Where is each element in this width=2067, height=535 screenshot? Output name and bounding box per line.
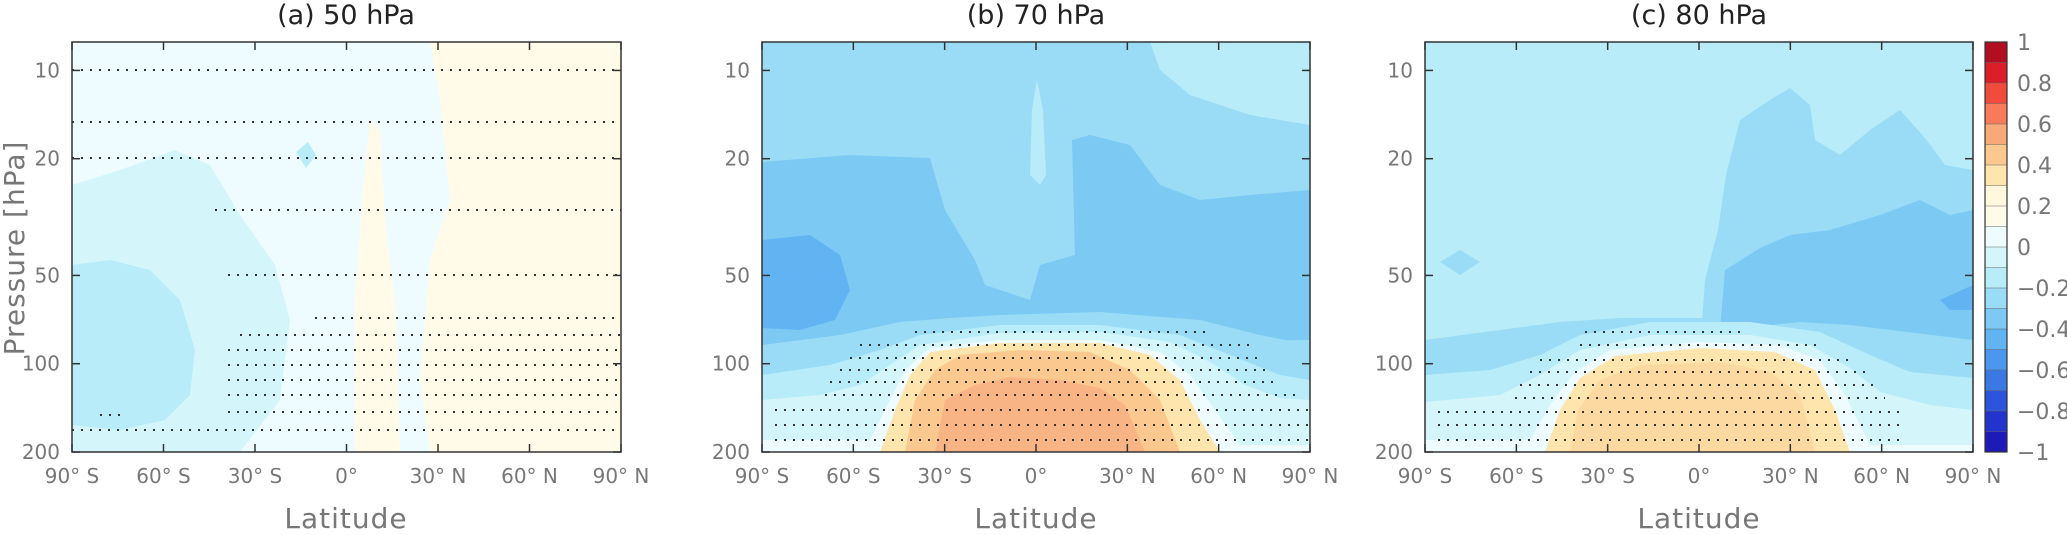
- colorbar-swatch-8: [1985, 206, 2007, 227]
- x-tick-label-c-1: 60° S: [1489, 464, 1544, 488]
- panel-c-title: (c) 80 hPa: [1631, 0, 1767, 31]
- y-tick-label-b-4: 200: [712, 440, 750, 464]
- x-tick-label-b-0: 90° S: [735, 464, 790, 488]
- panel-c-stippling: [1438, 331, 1900, 441]
- y-tick-label-b-0: 10: [725, 58, 750, 82]
- x-tick-label-c-3: 0°: [1688, 464, 1711, 488]
- panel-c: (c) 80 hPa: [1375, 0, 2002, 535]
- colorbar-tick-3: 0.4: [2017, 154, 2052, 179]
- colorbar-tick-0: 1: [2017, 31, 2031, 56]
- colorbar-swatch-13: [1985, 308, 2007, 330]
- colorbar-swatch-6: [1985, 165, 2007, 186]
- colorbar-swatch-2: [1985, 83, 2007, 104]
- colorbar-swatch-7: [1985, 185, 2007, 207]
- x-tick-label-b-6: 90° N: [1282, 464, 1339, 488]
- panel-b-axes: 90° S 60° S 30° S 0° 30° N 60° N 90° N 10 20 50 10…: [712, 42, 1339, 488]
- panel-c-contours: [1425, 42, 1973, 452]
- colorbar-swatch-15: [1985, 349, 2007, 371]
- y-tick-label-a-1: 20: [35, 147, 60, 171]
- panel-c-xlabel: Latitude: [1637, 502, 1760, 535]
- colorbar-swatch-3: [1985, 103, 2007, 125]
- panel-a-xlabel: Latitude: [284, 502, 407, 535]
- y-tick-label-a-3: 100: [22, 352, 60, 376]
- colorbar-swatch-12: [1985, 288, 2007, 309]
- colorbar-swatch-16: [1985, 370, 2007, 391]
- y-tick-label-c-0: 10: [1388, 58, 1413, 82]
- panel-b: (b) 70 hPa: [712, 0, 1339, 535]
- x-tick-label-a-4: 30° N: [410, 464, 467, 488]
- colorbar-swatch-11: [1985, 267, 2007, 289]
- panel-b-xlabel: Latitude: [974, 502, 1097, 535]
- x-tick-label-a-0: 90° S: [45, 464, 100, 488]
- colorbar-swatch-17: [1985, 390, 2007, 412]
- panel-c-axes: 90° S 60° S 30° S 0° 30° N 60° N 90° N 10 20 50 10…: [1375, 42, 2002, 488]
- ylabel: Pressure [hPa]: [0, 141, 31, 356]
- x-tick-label-a-1: 60° S: [136, 464, 191, 488]
- x-tick-label-c-6: 90° N: [1945, 464, 2002, 488]
- y-tick-label-c-4: 200: [1375, 440, 1413, 464]
- panel-a: (a) 50 hPa: [0, 0, 649, 535]
- x-tick-label-c-5: 60° N: [1853, 464, 1910, 488]
- x-tick-label-b-4: 30° N: [1099, 464, 1156, 488]
- colorbar-frame: [1984, 41, 2008, 453]
- colorbar-tick-8: −0.6: [2017, 359, 2067, 384]
- x-tick-label-c-0: 90° S: [1398, 464, 1453, 488]
- x-tick-label-a-2: 30° S: [228, 464, 283, 488]
- y-tick-label-c-1: 20: [1388, 147, 1413, 171]
- y-tick-label-b-2: 50: [725, 263, 750, 287]
- x-tick-label-b-3: 0°: [1025, 464, 1048, 488]
- x-tick-label-b-1: 60° S: [826, 464, 881, 488]
- panel-a-axes: 90° S 60° S 30° S 0° 30° N 60° N 90° N 10 20 50 10…: [22, 42, 650, 488]
- y-tick-label-a-2: 50: [35, 263, 60, 287]
- x-tick-label-b-5: 60° N: [1190, 464, 1247, 488]
- y-tick-label-c-2: 50: [1388, 263, 1413, 287]
- panel-b-contours: [762, 42, 1310, 452]
- panel-b-stippling: [775, 331, 1310, 441]
- x-tick-label-a-3: 0°: [335, 464, 358, 488]
- colorbar-tick-4: 0.2: [2017, 195, 2052, 220]
- panel-b-title: (b) 70 hPa: [967, 0, 1105, 31]
- x-tick-label-a-6: 90° N: [593, 464, 650, 488]
- x-tick-label-a-5: 60° N: [501, 464, 558, 488]
- y-tick-label-a-0: 10: [35, 58, 60, 82]
- colorbar-swatch-4: [1985, 124, 2007, 145]
- panel-a-title: (a) 50 hPa: [277, 0, 415, 31]
- colorbar-swatch-19: [1985, 431, 2007, 453]
- y-tick-label-b-3: 100: [712, 352, 750, 376]
- colorbar-swatch-10: [1985, 247, 2007, 268]
- panel-a-stippling: [72, 69, 621, 431]
- colorbar-tick-2: 0.6: [2017, 113, 2052, 138]
- colorbar-tick-9: −0.8: [2017, 400, 2067, 425]
- colorbar-swatch-1: [1985, 62, 2007, 84]
- colorbar-swatch-5: [1985, 144, 2007, 166]
- colorbar-tick-7: −0.4: [2017, 318, 2067, 343]
- y-tick-label-a-4: 200: [22, 440, 60, 464]
- colorbar-tick-6: −0.2: [2017, 277, 2067, 302]
- x-tick-label-b-2: 30° S: [917, 464, 972, 488]
- panel-a-contours: [72, 42, 621, 452]
- x-tick-label-c-4: 30° N: [1762, 464, 1819, 488]
- colorbar-tick-1: 0.8: [2017, 72, 2052, 97]
- colorbar-swatch-0: [1985, 42, 2007, 63]
- y-tick-label-b-1: 20: [725, 147, 750, 171]
- colorbar-tick-5: 0: [2017, 236, 2031, 261]
- colorbar-swatch-18: [1985, 411, 2007, 432]
- colorbar: 1 0.8 0.6 0.4 0.2 0 −0.2 −0.4 −0.6 −0.8 −1: [1984, 31, 2067, 466]
- colorbar-tick-10: −1: [2017, 441, 2049, 466]
- colorbar-swatch-14: [1985, 329, 2007, 350]
- y-tick-label-c-3: 100: [1375, 352, 1413, 376]
- x-tick-label-c-2: 30° S: [1580, 464, 1635, 488]
- colorbar-swatch-9: [1985, 226, 2007, 248]
